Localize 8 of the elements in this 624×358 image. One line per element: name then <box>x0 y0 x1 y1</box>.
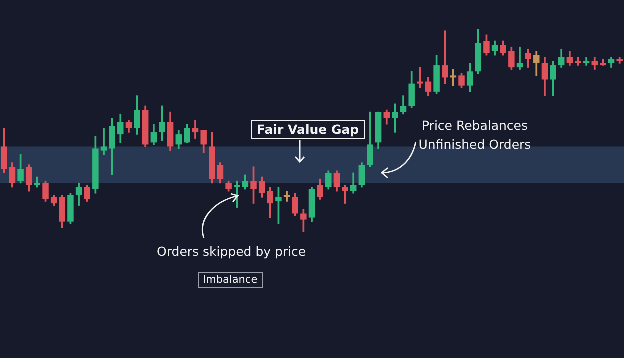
text: Orders skipped by price <box>157 244 306 259</box>
candlestick <box>417 67 424 88</box>
annotation: Price Rebalances Unfinished Orders <box>418 117 532 154</box>
candlestick <box>100 128 108 156</box>
text: Imbalance <box>198 272 263 288</box>
candlestick <box>450 69 457 86</box>
band-label: Fair Value Gap <box>251 120 366 139</box>
candlestick <box>284 191 290 202</box>
